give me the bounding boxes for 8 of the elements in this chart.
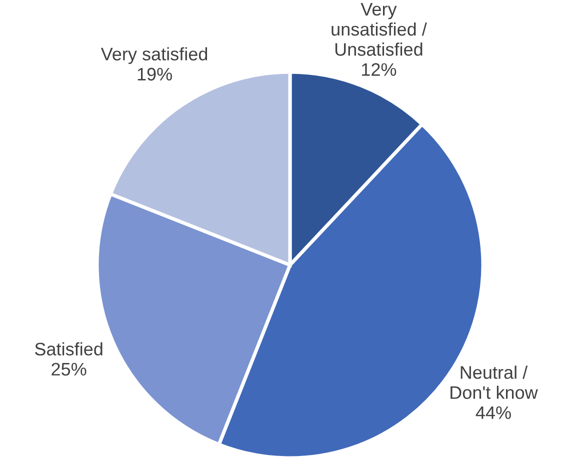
slice-label: Very satisfied: [100, 47, 208, 64]
data-label: 44%: [476, 406, 511, 420]
slice-label: Satisfied: [35, 342, 102, 356]
data-label: 19%: [138, 68, 172, 81]
data-label: 25%: [52, 362, 86, 376]
slice-label: Neutral / Don't know: [450, 366, 538, 399]
slice-label: Very unsatisfied / Unsatisfied: [332, 3, 427, 56]
data-label: 12%: [362, 63, 396, 76]
